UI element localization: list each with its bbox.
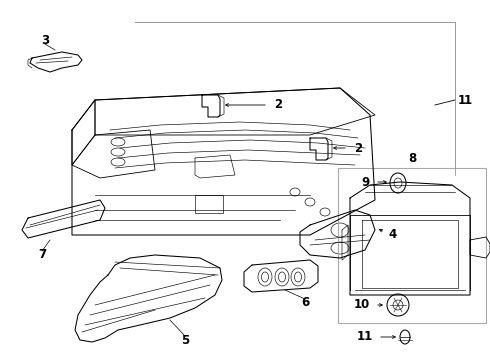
Text: 6: 6 <box>301 297 309 310</box>
Text: 11: 11 <box>357 330 373 343</box>
Text: 7: 7 <box>38 248 46 261</box>
Bar <box>195 195 223 213</box>
Text: 2: 2 <box>274 99 282 112</box>
Text: 1: 1 <box>464 94 472 107</box>
Text: 10: 10 <box>354 298 370 311</box>
Text: 9: 9 <box>361 175 369 189</box>
Text: 8: 8 <box>408 152 416 165</box>
Text: 2: 2 <box>354 141 362 154</box>
Text: 3: 3 <box>41 33 49 46</box>
Text: 4: 4 <box>389 229 397 242</box>
Text: 1: 1 <box>458 94 466 107</box>
Bar <box>338 168 486 323</box>
Text: 5: 5 <box>181 333 189 346</box>
